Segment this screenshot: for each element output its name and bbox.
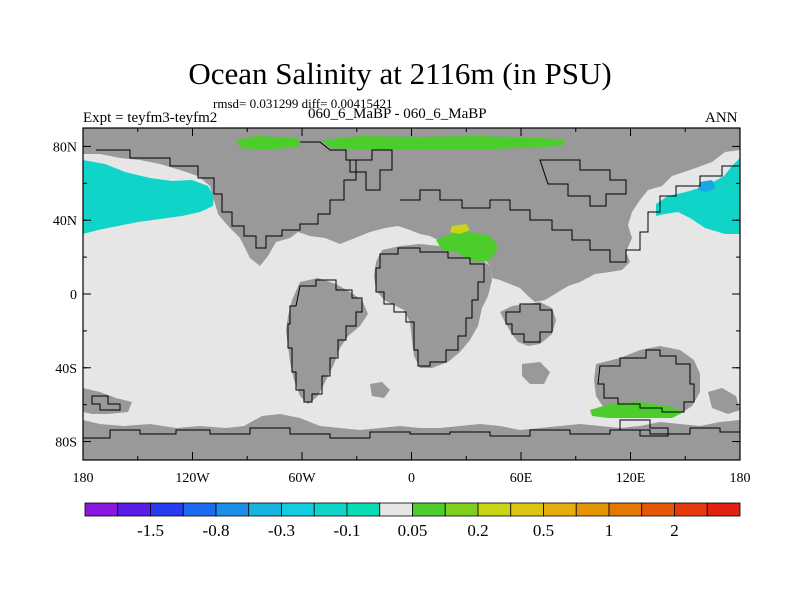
landmass-antarctica: [83, 414, 740, 460]
map-layers: [83, 128, 740, 460]
season-label: ANN: [705, 110, 738, 126]
coastline-asia-inner: [539, 159, 627, 207]
yellow-anomalies: [450, 224, 470, 234]
colorbar-swatch: [477, 502, 512, 517]
x-tick-label: 180: [730, 471, 751, 486]
colorbar-swatch: [150, 502, 184, 517]
colorbar-label: 0.2: [467, 521, 488, 540]
colorbar-label: 0.05: [398, 521, 428, 540]
colorbar-label: -0.1: [334, 521, 361, 540]
coastline-australia: [597, 349, 695, 413]
coastlines: [83, 141, 740, 439]
colorbar-label: 1: [605, 521, 614, 540]
y-tick-label: 40N: [53, 214, 77, 229]
experiment-label: Expt = teyfm3-teyfm2: [83, 110, 218, 126]
coastline-africa: [375, 247, 485, 367]
stats-text: rmsd= 0.031299 diff= 0.00415421: [213, 96, 393, 111]
coastline-antarctica-inner: [619, 419, 669, 437]
x-tick-label: 120W: [175, 471, 210, 486]
landmass-indian-ocean-island: [500, 302, 556, 346]
anomaly-patch-small-blue: [698, 180, 716, 192]
anomaly-patch-arctic-1: [236, 136, 300, 150]
y-axis: 80N 40N 0 40S 80S: [53, 140, 740, 451]
y-tick-label: 80N: [53, 140, 77, 155]
coastline-indian-island: [505, 303, 553, 343]
colorbar-swatch: [444, 502, 479, 517]
landmass-small-piece-2: [522, 362, 550, 384]
landmass-islands-east: [708, 388, 740, 414]
anomaly-patch-south-australia: [590, 402, 684, 418]
colorbar-swatch: [346, 502, 381, 517]
colorbar-swatch: [412, 502, 446, 517]
colorbar-label: -0.3: [268, 521, 295, 540]
x-axis: 180 120W 60W 0 60E 120E 180: [73, 128, 751, 486]
coastline-north-america: [96, 141, 357, 249]
positive-anomalies: [236, 136, 684, 418]
x-tick-label: 60W: [288, 471, 316, 486]
y-tick-label: 40S: [55, 362, 77, 377]
colorbar-label: 0.5: [533, 521, 554, 540]
anomaly-patch-mediterranean: [436, 232, 498, 262]
coastline-eurasia: [400, 165, 740, 263]
colorbar-label: -1.5: [137, 521, 164, 540]
coastline-pacific-island: [91, 395, 121, 411]
coastline-antarctica: [83, 427, 740, 439]
subtitle: 060_6_MaBP - 060_6_MaBP: [308, 106, 487, 122]
colorbar-swatch: [706, 502, 741, 517]
anomaly-patch-north-pacific-west: [83, 160, 214, 234]
colorbar-swatch: [117, 502, 151, 517]
land-masses: [83, 128, 740, 460]
colorbar-swatch: [608, 502, 643, 517]
colorbar-swatch: [84, 502, 119, 517]
coastline-greenland: [349, 149, 393, 191]
x-tick-label: 60E: [510, 471, 533, 486]
anomaly-patch-arctic-2: [322, 136, 566, 150]
colorbar-swatch: [248, 502, 282, 517]
y-tick-label: 0: [70, 288, 77, 303]
landmass-africa: [374, 244, 492, 368]
colorbar-swatch: [575, 502, 610, 517]
page-title: Ocean Salinity at 2116m (in PSU): [188, 56, 612, 91]
colorbar: [84, 502, 741, 517]
coastline-south-america: [287, 279, 363, 403]
x-tick-label: 120E: [616, 471, 646, 486]
colorbar-swatch: [182, 502, 217, 517]
y-tick-label: 80S: [55, 436, 77, 451]
colorbar-swatch: [215, 502, 250, 517]
colorbar-swatch: [641, 502, 675, 517]
colorbar-labels: -1.5 -0.8 -0.3 -0.1 0.05 0.2 0.5 1 2: [137, 521, 679, 540]
colorbar-swatch: [379, 502, 413, 517]
colorbar-label: -0.8: [203, 521, 230, 540]
x-tick-label: 0: [408, 471, 415, 486]
anomaly-patch-north-pacific-east: [656, 158, 740, 234]
colorbar-swatch: [313, 502, 348, 517]
landmass-south-america: [286, 278, 368, 404]
anomaly-patch-mediterranean-yellow: [450, 224, 470, 234]
colorbar-swatch: [674, 502, 708, 517]
colorbar-swatch: [543, 502, 577, 517]
x-tick-label: 180: [73, 471, 94, 486]
landmass-north: [83, 128, 740, 302]
landmass-small-piece-1: [370, 382, 390, 398]
colorbar-label: 2: [670, 521, 679, 540]
colorbar-swatch: [510, 502, 544, 517]
colorbar-swatch: [281, 502, 315, 517]
